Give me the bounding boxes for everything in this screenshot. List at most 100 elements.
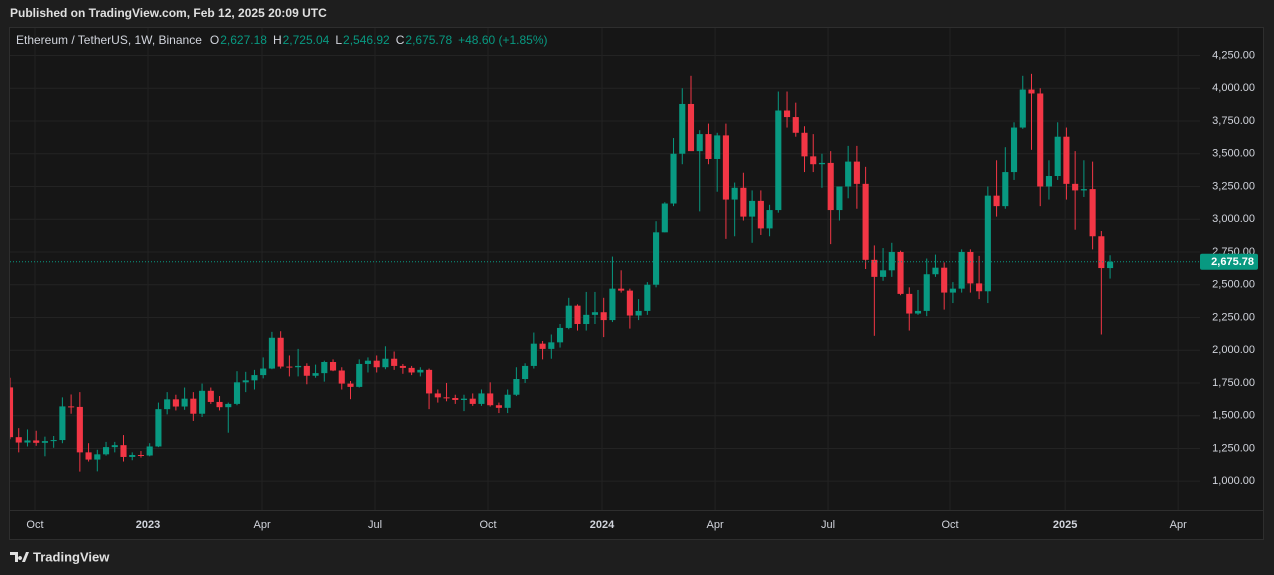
candle-body bbox=[932, 267, 939, 275]
legend-header: Ethereum / TetherUS, 1W, Binance O 2,627.… bbox=[16, 33, 548, 47]
header-low-label: L bbox=[335, 33, 342, 47]
candle-body bbox=[888, 251, 895, 271]
x-tick-label: 2025 bbox=[1053, 519, 1077, 531]
y-tick-label: 1,750.00 bbox=[1212, 377, 1255, 389]
candle-body bbox=[574, 305, 581, 325]
candle-body bbox=[10, 387, 14, 438]
candle-body bbox=[277, 337, 284, 367]
candle-body bbox=[949, 288, 956, 293]
candle-body bbox=[801, 132, 808, 157]
candle-body bbox=[522, 365, 529, 380]
candle-body bbox=[635, 310, 642, 316]
candle-body bbox=[251, 375, 258, 381]
candle-body bbox=[338, 370, 345, 384]
candle-body bbox=[1098, 236, 1105, 269]
candle-body bbox=[757, 200, 764, 229]
candle-body bbox=[836, 186, 843, 211]
candle-body bbox=[469, 398, 476, 404]
header-high: 2,725.04 bbox=[283, 33, 330, 47]
candle-body bbox=[111, 445, 118, 448]
candle-body bbox=[24, 440, 31, 443]
x-tick-label: Oct bbox=[26, 519, 43, 531]
x-tick-label: 2023 bbox=[136, 519, 160, 531]
candle-body bbox=[190, 398, 197, 414]
header-open-label: O bbox=[210, 33, 219, 47]
candle-body bbox=[783, 110, 791, 118]
candle-body bbox=[504, 394, 511, 408]
candle-body bbox=[722, 135, 729, 200]
y-tick-label: 3,000.00 bbox=[1212, 213, 1255, 225]
candle-body bbox=[749, 200, 756, 217]
candle-body bbox=[85, 452, 92, 460]
candle-body bbox=[1010, 127, 1018, 173]
candle-body bbox=[906, 293, 913, 314]
y-tick-label: 2,000.00 bbox=[1212, 344, 1255, 356]
candle-body bbox=[862, 183, 869, 260]
y-tick-label: 4,250.00 bbox=[1212, 49, 1255, 61]
header-open: 2,627.18 bbox=[220, 33, 267, 47]
candle-body bbox=[242, 380, 249, 383]
candle-body bbox=[792, 117, 799, 133]
candle-body bbox=[556, 327, 564, 343]
candle-body bbox=[312, 373, 319, 376]
candle-body bbox=[59, 406, 66, 441]
y-tick-label: 2,500.00 bbox=[1212, 279, 1255, 291]
candle-body bbox=[670, 153, 677, 204]
published-note: Published on TradingView.com, Feb 12, 20… bbox=[10, 6, 327, 20]
candle-body bbox=[583, 314, 590, 325]
candle-body bbox=[347, 383, 354, 387]
y-tick-label: 3,250.00 bbox=[1212, 180, 1255, 192]
candle-body bbox=[329, 361, 337, 371]
y-tick-label: 4,000.00 bbox=[1212, 82, 1255, 94]
candle-body bbox=[871, 259, 878, 277]
candle-body bbox=[172, 399, 179, 407]
candle-body bbox=[364, 360, 372, 364]
candle-body bbox=[321, 361, 328, 374]
y-tick-label: 2,250.00 bbox=[1212, 311, 1255, 323]
candle-body bbox=[976, 283, 983, 292]
candle-body bbox=[818, 162, 826, 165]
candle-body bbox=[687, 103, 695, 152]
brand-logo bbox=[10, 552, 29, 562]
last-price-label: 2,675.78 bbox=[1211, 256, 1254, 268]
candle-body bbox=[356, 363, 363, 387]
candle-body bbox=[775, 110, 782, 211]
candle-body bbox=[644, 284, 651, 311]
candle-body bbox=[102, 447, 110, 455]
header-low: 2,546.92 bbox=[343, 33, 390, 47]
candle-body bbox=[1063, 136, 1070, 184]
header-close: 2,675.78 bbox=[405, 33, 452, 47]
candle-body bbox=[408, 367, 415, 373]
candle-body bbox=[1028, 89, 1035, 94]
candles bbox=[10, 73, 1114, 472]
candle-body bbox=[443, 397, 450, 399]
candle-body bbox=[539, 343, 546, 349]
candle-body bbox=[679, 103, 686, 154]
candle-body bbox=[591, 312, 599, 315]
candle-body bbox=[853, 161, 860, 184]
candle-body bbox=[225, 403, 232, 408]
header-high-label: H bbox=[273, 33, 282, 47]
last-price-box bbox=[1200, 253, 1258, 270]
candle-body bbox=[984, 195, 991, 292]
candle-body bbox=[452, 398, 459, 400]
candle-body bbox=[41, 441, 48, 443]
header-close-label: C bbox=[396, 33, 405, 47]
candle-body bbox=[426, 369, 433, 394]
candle-body bbox=[373, 360, 380, 368]
candle-body bbox=[827, 162, 834, 211]
candle-body bbox=[661, 203, 668, 233]
candle-body bbox=[513, 379, 520, 395]
candle-body bbox=[487, 393, 494, 406]
candle-body bbox=[626, 290, 633, 316]
candle-body bbox=[94, 454, 101, 460]
candle-body bbox=[417, 369, 424, 373]
candle-body bbox=[460, 398, 468, 400]
candle-body bbox=[146, 446, 153, 456]
candle-body bbox=[216, 401, 223, 408]
candle-body bbox=[164, 399, 171, 410]
candle-body bbox=[958, 251, 965, 289]
candle-body bbox=[129, 454, 136, 457]
candle-body bbox=[68, 406, 75, 408]
